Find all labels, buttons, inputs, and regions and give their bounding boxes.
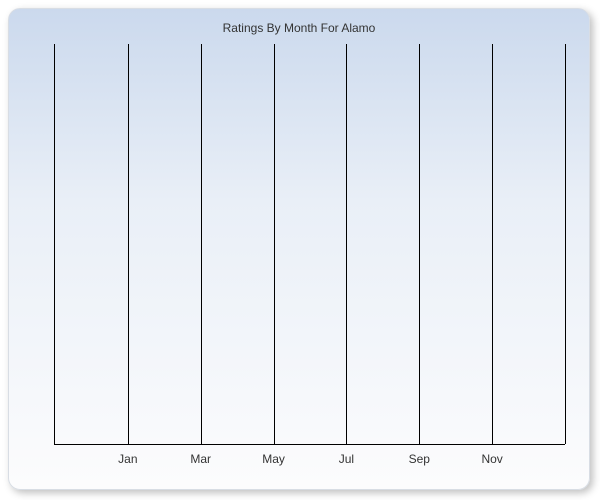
- chart-container: Ratings By Month For Alamo JanMarMayJulS…: [8, 8, 590, 490]
- x-tick-label: Jul: [339, 452, 354, 466]
- x-tick-label: Mar: [190, 452, 211, 466]
- x-gridline: [274, 44, 275, 444]
- x-gridline: [346, 44, 347, 444]
- x-gridline: [201, 44, 202, 444]
- x-tick-label: Nov: [481, 452, 502, 466]
- x-tick-label: Jan: [118, 452, 137, 466]
- x-gridline: [565, 44, 566, 444]
- x-gridline: [128, 44, 129, 444]
- chart-title: Ratings By Month For Alamo: [9, 21, 589, 35]
- x-gridline: [419, 44, 420, 444]
- x-tick-label: Sep: [409, 452, 430, 466]
- plot-area: JanMarMayJulSepNov: [54, 44, 565, 445]
- x-gridline: [492, 44, 493, 444]
- x-tick-label: May: [262, 452, 285, 466]
